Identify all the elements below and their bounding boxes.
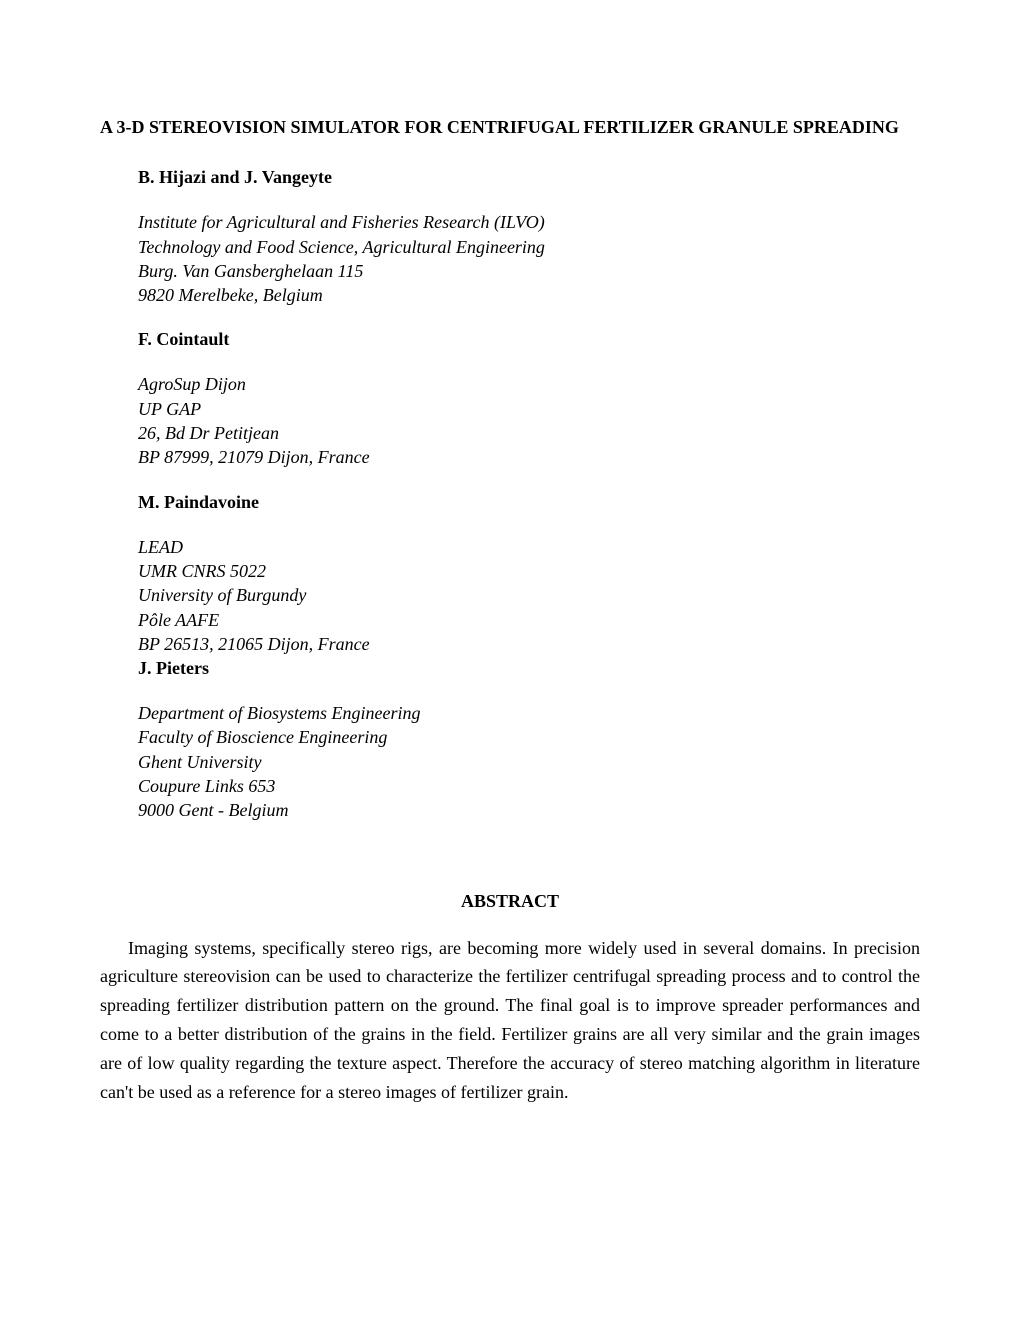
affiliation-line: Department of Biosystems Engineering bbox=[138, 701, 920, 725]
affiliation-line: 26, Bd Dr Petitjean bbox=[138, 421, 920, 445]
affiliation-line: Coupure Links 653 bbox=[138, 774, 920, 798]
affiliation-line: Institute for Agricultural and Fisheries… bbox=[138, 210, 920, 234]
abstract-body: Imaging systems, specifically stereo rig… bbox=[100, 934, 920, 1107]
paper-title: A 3-D STEREOVISION SIMULATOR FOR CENTRIF… bbox=[100, 115, 920, 139]
affiliation-2: AgroSup Dijon UP GAP 26, Bd Dr Petitjean… bbox=[138, 372, 920, 469]
affiliation-line: 9820 Merelbeke, Belgium bbox=[138, 283, 920, 307]
affiliation-4: Department of Biosystems Engineering Fac… bbox=[138, 701, 920, 822]
affiliation-line: 9000 Gent - Belgium bbox=[138, 798, 920, 822]
abstract-heading: ABSTRACT bbox=[100, 891, 920, 912]
affiliation-line: Ghent University bbox=[138, 750, 920, 774]
affiliation-line: UMR CNRS 5022 bbox=[138, 559, 920, 583]
affiliation-line: University of Burgundy bbox=[138, 583, 920, 607]
affiliation-line: BP 26513, 21065 Dijon, France bbox=[138, 632, 920, 656]
affiliation-line: LEAD bbox=[138, 535, 920, 559]
authors-line-1: B. Hijazi and J. Vangeyte bbox=[138, 167, 920, 188]
affiliation-line: AgroSup Dijon bbox=[138, 372, 920, 396]
affiliation-1: Institute for Agricultural and Fisheries… bbox=[138, 210, 920, 307]
affiliation-line: Burg. Van Gansberghelaan 115 bbox=[138, 259, 920, 283]
author-3: M. Paindavoine bbox=[138, 492, 920, 513]
page-content: A 3-D STEREOVISION SIMULATOR FOR CENTRIF… bbox=[0, 0, 1020, 1206]
affiliation-line: Faculty of Bioscience Engineering bbox=[138, 725, 920, 749]
author-2: F. Cointault bbox=[138, 329, 920, 350]
affiliation-3: LEAD UMR CNRS 5022 University of Burgund… bbox=[138, 535, 920, 656]
affiliation-line: BP 87999, 21079 Dijon, France bbox=[138, 445, 920, 469]
affiliation-line: Pôle AAFE bbox=[138, 608, 920, 632]
affiliation-line: Technology and Food Science, Agricultura… bbox=[138, 235, 920, 259]
affiliation-line: UP GAP bbox=[138, 397, 920, 421]
author-4: J. Pieters bbox=[138, 658, 920, 679]
